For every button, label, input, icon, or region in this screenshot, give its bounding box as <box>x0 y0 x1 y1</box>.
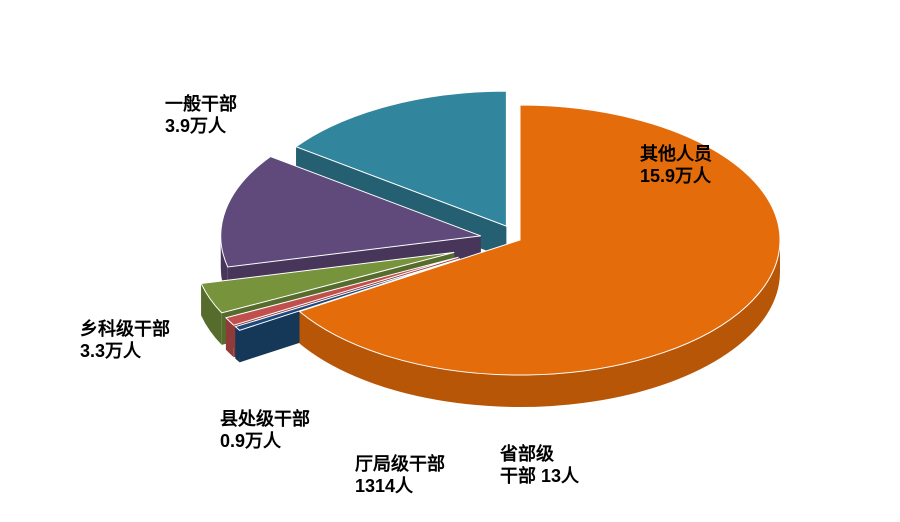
slice-label: 一般干部3.9万人 <box>165 93 237 136</box>
pie-rim <box>235 327 239 363</box>
slice-label: 厅局级干部1314人 <box>355 453 445 496</box>
slice-label: 省部级干部 13人 <box>499 443 580 486</box>
pie-3d-chart: 其他人员15.9万人省部级干部 13人厅局级干部1314人县处级干部0.9万人乡… <box>0 0 900 522</box>
slice-label: 乡科级干部3.3万人 <box>80 318 170 361</box>
slice-label: 县处级干部0.9万人 <box>220 408 310 451</box>
